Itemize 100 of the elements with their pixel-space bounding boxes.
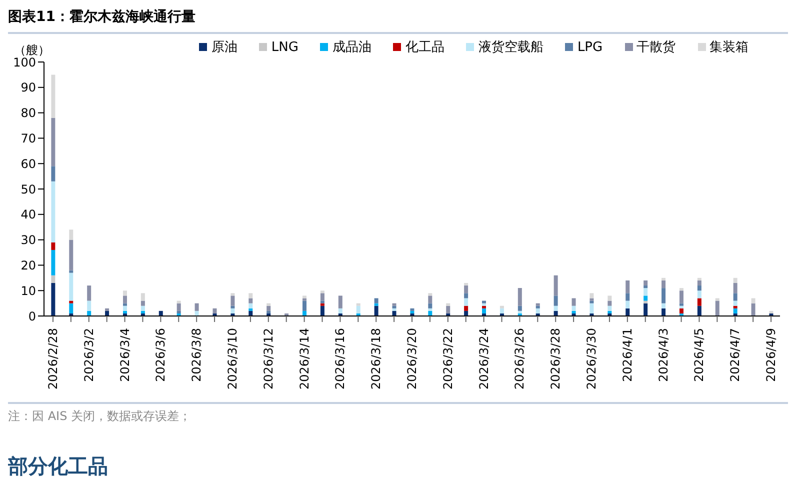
bar — [697, 298, 702, 306]
bar — [87, 300, 92, 311]
bar — [500, 306, 504, 308]
bar — [176, 300, 181, 304]
y-tick-label: 80 — [20, 106, 36, 120]
bar — [697, 306, 702, 316]
bar — [392, 303, 396, 306]
legend-label: LPG — [576, 38, 603, 56]
bar — [446, 303, 450, 306]
bar — [302, 298, 306, 301]
bar — [176, 310, 181, 314]
bar — [230, 293, 235, 296]
bar — [410, 308, 414, 311]
y-tick-label: 70 — [20, 131, 36, 146]
bar — [697, 278, 702, 280]
bar — [69, 240, 74, 270]
bar — [662, 280, 666, 288]
text: 注：因 AIS 关闭，数据或存误差； — [8, 402, 788, 425]
bar — [733, 293, 738, 301]
x-tick-label: 2026/3/24 — [476, 328, 491, 390]
x-tick-label: 2026/3/26 — [512, 328, 527, 390]
bar — [140, 293, 145, 301]
bar — [51, 74, 56, 118]
y-tick-label: 10 — [20, 284, 36, 298]
legend-label: LNG — [270, 38, 298, 56]
bar — [122, 296, 127, 304]
bar — [69, 303, 74, 314]
x-tick-label: 2026/3/30 — [584, 328, 599, 390]
bar — [320, 290, 324, 294]
bar — [320, 293, 324, 301]
bar — [572, 310, 576, 314]
x-tick-label: 2026/3/22 — [440, 328, 455, 390]
y-tick-label: 50 — [20, 182, 36, 196]
bar — [662, 278, 666, 280]
bar — [644, 280, 648, 286]
bar — [51, 242, 56, 250]
bar — [464, 293, 468, 298]
bar — [554, 306, 558, 311]
bar — [248, 293, 253, 298]
bar — [482, 303, 486, 306]
y-axis-title: （艘） — [14, 42, 50, 58]
bar — [751, 303, 756, 316]
bar — [733, 282, 738, 294]
bar — [428, 293, 432, 296]
y-tick-label: 60 — [20, 156, 36, 171]
bar — [626, 280, 630, 294]
bar — [572, 298, 576, 306]
bar — [51, 118, 56, 166]
y-tick-label: 100 — [13, 55, 36, 70]
bar — [500, 308, 504, 314]
bar — [69, 270, 74, 273]
bar — [464, 282, 468, 286]
bar — [51, 250, 56, 276]
bar — [608, 310, 612, 314]
bar — [51, 166, 56, 182]
x-tick-label: 2026/3/6 — [154, 328, 168, 382]
legend-label: 干散货 — [636, 39, 676, 56]
x-tick-label: 2026/3/18 — [369, 328, 384, 390]
x-tick-label: 2026/3/4 — [118, 328, 132, 382]
bar — [626, 293, 630, 301]
bar — [733, 278, 738, 283]
bar — [482, 306, 486, 308]
bar — [122, 290, 127, 296]
bar — [69, 230, 74, 240]
bar — [608, 300, 612, 306]
bar — [518, 306, 522, 311]
legend-label: 成品油 — [331, 39, 372, 56]
bar — [410, 310, 414, 314]
bar — [266, 306, 271, 311]
bar — [482, 308, 486, 314]
bar — [644, 300, 648, 304]
bar — [176, 303, 181, 311]
bar — [212, 308, 217, 314]
bar — [338, 296, 342, 308]
legend-label: 集装箱 — [708, 39, 749, 56]
bar — [751, 298, 756, 304]
bar — [140, 306, 145, 311]
bar — [518, 310, 522, 314]
bar — [392, 308, 396, 311]
bar — [105, 308, 110, 311]
x-tick-label: 2026/3/12 — [261, 328, 276, 390]
bar — [679, 306, 684, 308]
bar — [392, 306, 396, 308]
bar — [374, 306, 378, 316]
x-tick-label: 2026/4/5 — [692, 328, 706, 382]
bar — [374, 298, 378, 304]
bar — [230, 306, 235, 308]
bar — [248, 308, 253, 311]
bar — [733, 300, 738, 306]
text: 部分化工品 — [8, 453, 109, 480]
bar — [248, 303, 253, 308]
x-tick-label: 2026/3/16 — [333, 328, 348, 390]
bar — [536, 306, 540, 308]
legend-label: 原油 — [210, 39, 238, 56]
bar — [626, 300, 630, 308]
x-tick-label: 2026/2/28 — [46, 328, 60, 390]
bar — [554, 296, 558, 306]
bar — [69, 272, 74, 301]
bar — [320, 303, 324, 306]
y-tick-label: 0 — [28, 309, 36, 324]
